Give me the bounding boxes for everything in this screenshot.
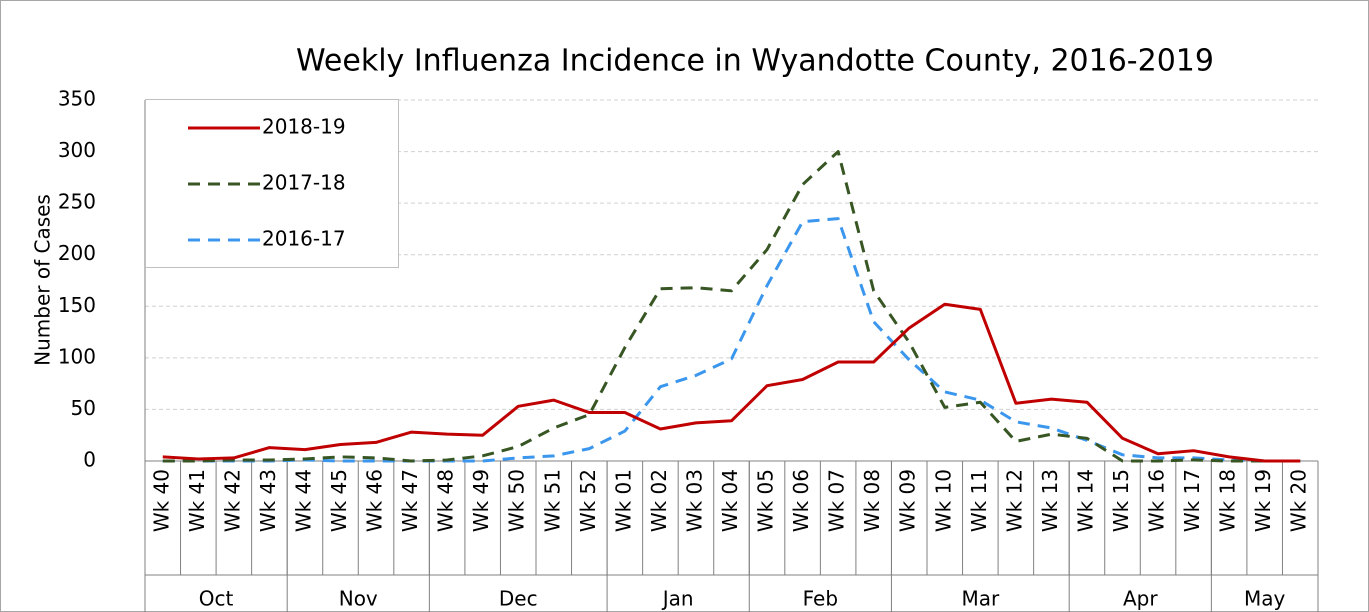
x-tick-label: Wk 40 [149,469,173,532]
x-tick-label: Wk 09 [896,469,920,532]
y-tick-label: 200 [58,241,96,265]
x-tick-label: Wk 46 [363,469,387,532]
x-tick-label: Wk 16 [1145,469,1169,532]
x-tick-label: Wk 08 [860,469,884,532]
x-tick-label: Wk 05 [754,469,778,532]
x-tick-label: Wk 14 [1073,469,1097,532]
y-tick-label: 150 [58,293,96,317]
x-tick-label: Wk 19 [1251,469,1275,532]
group-label: Jan [661,587,694,611]
x-tick-label: Wk 51 [540,469,564,532]
x-tick-label: Wk 02 [647,469,671,532]
group-label: Feb [803,587,838,611]
x-tick-label: Wk 43 [256,469,280,532]
x-tick-label: Wk 52 [576,469,600,532]
x-tick-label: Wk 04 [718,469,742,532]
group-label: May [1244,587,1286,611]
series-line [162,302,1301,463]
legend-box [145,99,399,268]
group-label: Mar [961,587,1000,611]
x-tick-label: Wk 50 [505,469,529,532]
x-tick-label: Wk 03 [682,469,706,532]
legend-label: 2016-17 [262,227,346,251]
x-tick-label: Wk 49 [469,469,493,532]
x-tick-label: Wk 11 [967,469,991,532]
x-tick-label: Wk 15 [1109,469,1133,532]
group-label: Dec [499,587,538,611]
x-tick-label: Wk 42 [220,469,244,532]
group-label: Nov [339,587,378,611]
x-tick-label: Wk 06 [789,469,813,532]
x-tick-label: Wk 48 [434,469,458,532]
x-tick-label: Wk 07 [825,469,849,532]
y-tick-label: 250 [58,190,96,214]
y-tick-label: 350 [58,87,96,111]
x-tick-label: Wk 47 [398,469,422,532]
x-tick-label: Wk 17 [1180,469,1204,532]
x-tick-label: Wk 01 [611,469,635,532]
x-tick-label: Wk 41 [185,469,209,532]
series-line [162,150,1301,463]
chart-title: Weekly Influenza Incidence in Wyandotte … [296,44,1214,79]
x-tick-label: Wk 10 [931,469,955,532]
group-label: Apr [1123,587,1158,611]
x-tick-label: Wk 45 [327,469,351,532]
y-tick-label: 50 [71,396,96,420]
x-tick-label: Wk 44 [291,469,315,532]
x-tick-label: Wk 12 [1002,469,1026,532]
y-axis-label: Number of Cases [31,194,55,366]
legend-label: 2018-19 [262,115,346,139]
series-line [162,217,1301,463]
x-tick-label: Wk 20 [1287,469,1311,532]
group-label: Oct [199,587,234,611]
y-tick-label: 300 [58,138,96,162]
x-tick-label: Wk 13 [1038,469,1062,532]
y-tick-label: 0 [83,448,96,472]
legend-label: 2017-18 [262,171,346,195]
y-tick-label: 100 [58,344,96,368]
x-tick-label: Wk 18 [1216,469,1240,532]
